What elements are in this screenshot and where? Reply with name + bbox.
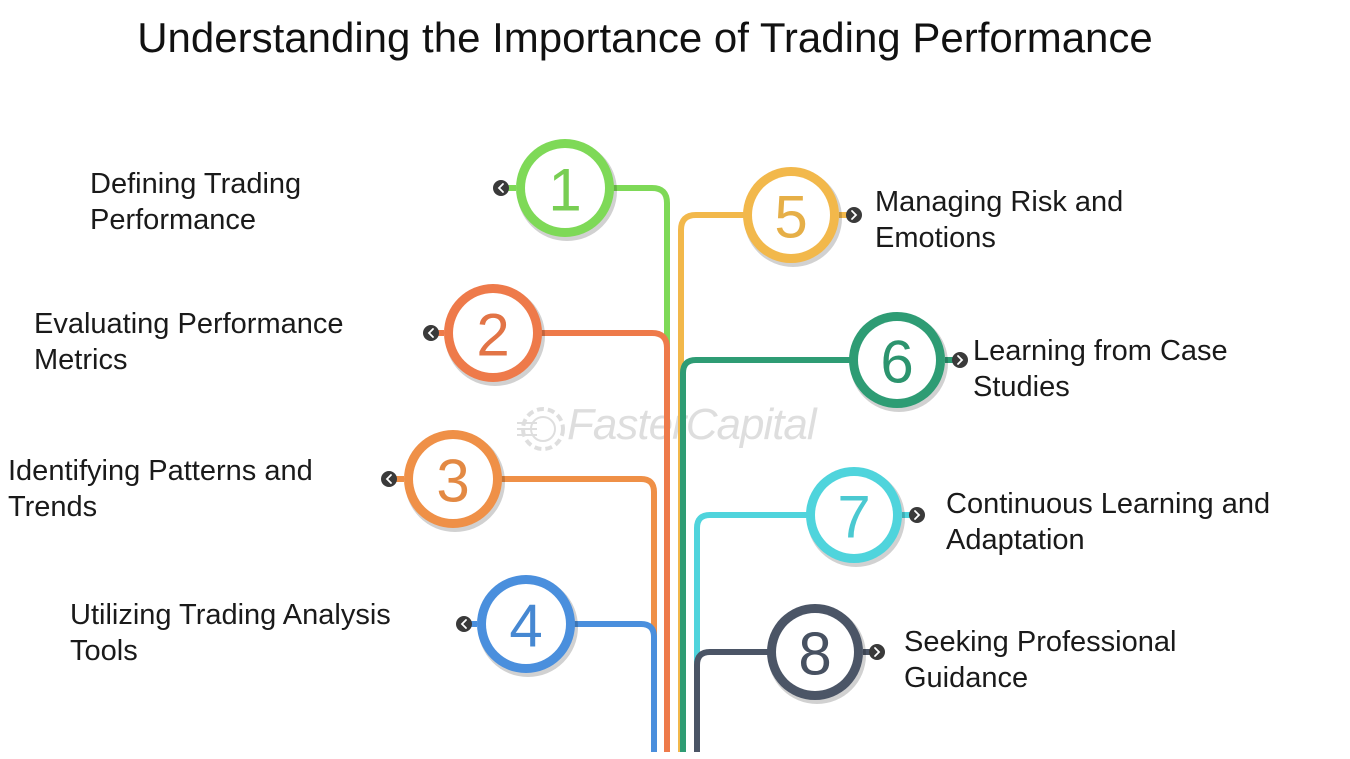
step-8-label: Seeking Professional Guidance	[904, 626, 1177, 694]
chevron-icon	[427, 328, 434, 338]
gear-icon	[517, 407, 565, 451]
step-8-arrow-dot	[869, 644, 885, 660]
step-3-arrow-dot	[381, 471, 397, 487]
step-2-arrow-dot	[423, 325, 439, 341]
step-6-branch	[680, 357, 897, 752]
step-2-number: 2	[476, 302, 509, 369]
step-4-label: Utilizing Trading Analysis Tools	[70, 599, 391, 667]
step-5-label: Managing Risk and Emotions	[875, 186, 1124, 254]
step-1-label: Defining Trading Performance	[90, 168, 302, 236]
chevron-icon	[385, 474, 392, 484]
step-7-number: 7	[837, 484, 870, 551]
step-5-branch	[678, 212, 791, 752]
step-7-label: Continuous Learning and Adaptation	[946, 488, 1271, 556]
step-2-face	[453, 293, 533, 373]
step-5-face	[752, 176, 830, 254]
chevron-icon	[914, 510, 921, 520]
step-3-face	[413, 439, 493, 519]
step-6-label: Learning from Case Studies	[973, 335, 1228, 403]
step-7-branch	[694, 512, 854, 752]
step-2-label: Evaluating Performance Metrics	[34, 308, 344, 376]
chevron-icon	[460, 619, 467, 629]
step-8-face	[776, 613, 854, 691]
diagram-title: Understanding the Importance of Trading …	[137, 14, 1153, 61]
step-7-face	[815, 476, 893, 554]
watermark-text: FasterCapital	[567, 400, 817, 449]
step-7-arrow-dot	[909, 507, 925, 523]
step-2-branch	[493, 330, 670, 752]
step-4-arrow-dot	[456, 616, 472, 632]
step-1-arrow-dot	[493, 180, 509, 196]
chevron-icon	[874, 647, 881, 657]
step-5-arrow-dot	[846, 207, 862, 223]
step-1-branch	[565, 185, 670, 752]
step-6-number: 6	[880, 329, 913, 396]
step-1-number: 1	[548, 157, 581, 224]
step-1-face	[525, 148, 605, 228]
watermark: FasterCapital	[515, 396, 825, 460]
step-4-branch	[526, 621, 657, 752]
step-4-face	[486, 584, 566, 664]
step-8-branch	[694, 649, 815, 752]
step-5-number: 5	[774, 184, 807, 251]
step-3-label: Identifying Patterns and Trends	[8, 455, 313, 523]
step-6-arrow-dot	[952, 352, 968, 368]
chevron-icon	[497, 183, 504, 193]
step-4-number: 4	[509, 593, 542, 660]
step-8-number: 8	[798, 621, 831, 688]
step-3-number: 3	[436, 448, 469, 515]
chevron-icon	[851, 210, 858, 220]
step-6-face	[858, 321, 936, 399]
chevron-icon	[957, 355, 964, 365]
step-3-branch	[453, 476, 657, 752]
